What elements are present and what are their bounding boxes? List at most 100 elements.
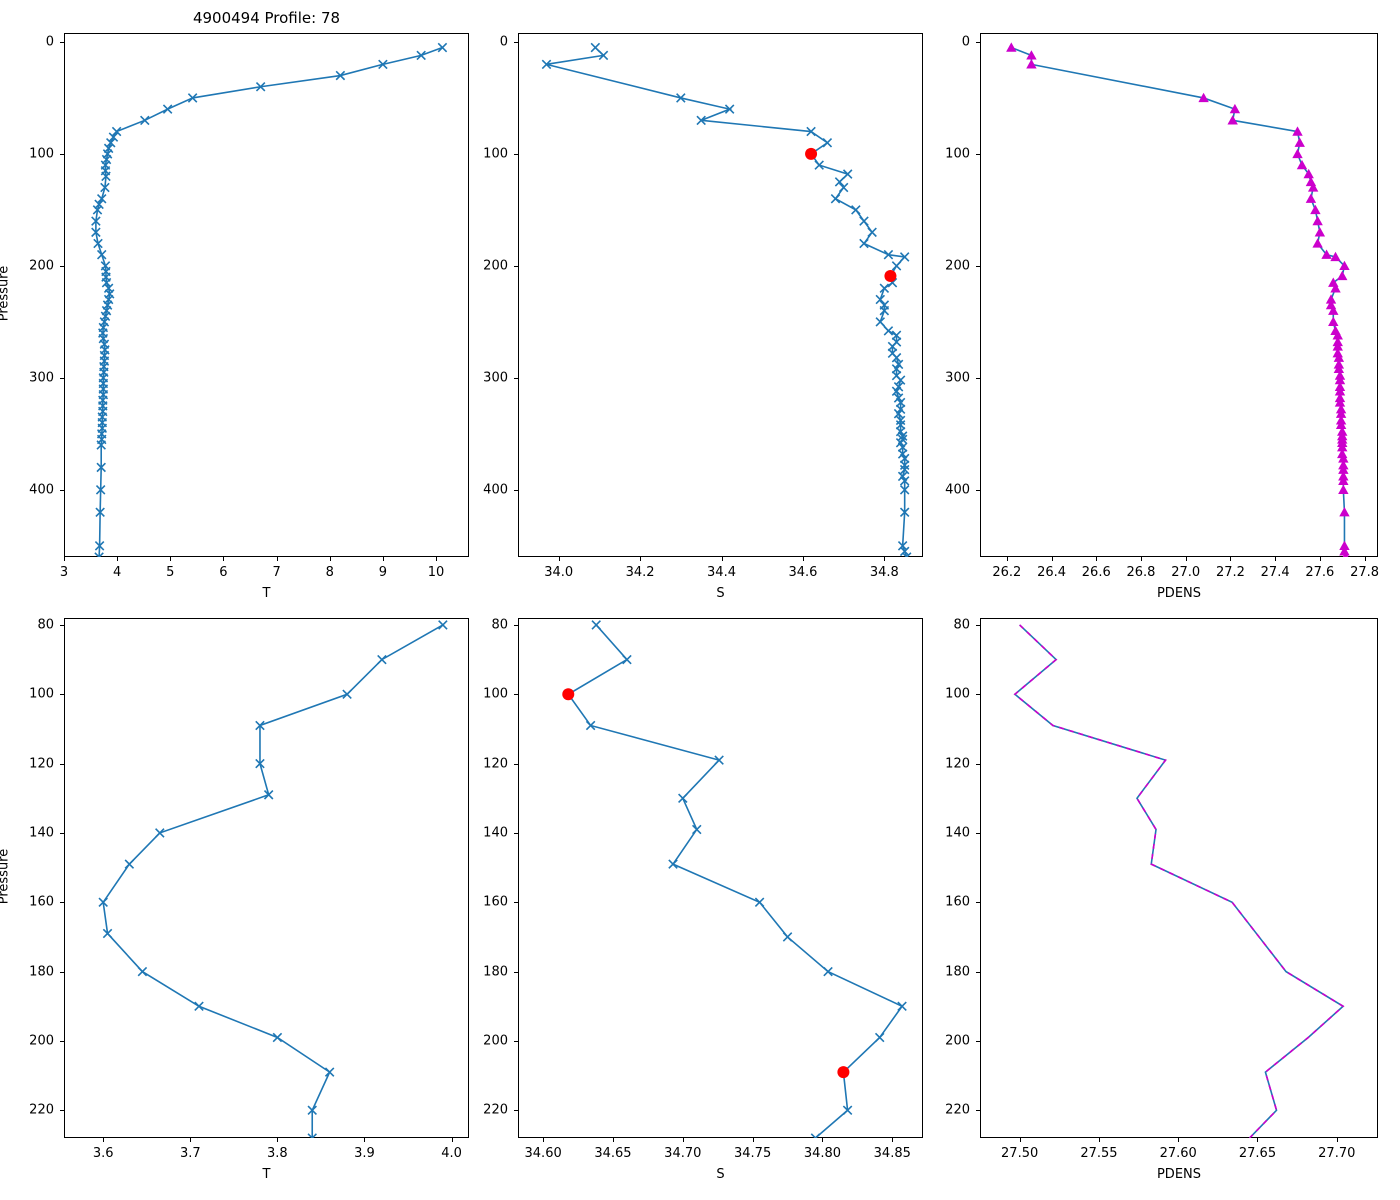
- ytick-label: 400: [29, 482, 54, 498]
- xtick-label: 34.6: [788, 565, 818, 580]
- data-marker-x: [307, 1105, 317, 1116]
- data-marker-x: [883, 249, 894, 260]
- data-marker-x: [834, 177, 845, 187]
- data-marker-triangle: [1338, 459, 1349, 470]
- xtick-label: 34.0: [544, 565, 574, 580]
- data-marker-x: [324, 1067, 335, 1077]
- ytick-label: 300: [29, 370, 54, 386]
- xtick-mark: [223, 557, 225, 561]
- data-marker-x: [98, 395, 108, 406]
- xtick-mark: [822, 1138, 824, 1142]
- ytick-label: 180: [945, 964, 970, 980]
- ytick-mark: [976, 624, 980, 626]
- xtick-mark: [640, 557, 642, 561]
- series-line-pdens: [1011, 46, 1347, 557]
- axes-frame-top-pdens: [980, 33, 1378, 557]
- data-marker-x: [272, 1032, 283, 1043]
- xtick-mark: [117, 557, 119, 561]
- ytick-mark: [60, 265, 64, 267]
- xtick-mark: [1319, 557, 1321, 561]
- ytick-mark: [60, 377, 64, 379]
- xtick-mark: [1364, 557, 1366, 561]
- data-marker-x: [885, 271, 896, 281]
- data-marker-triangle: [1335, 415, 1347, 425]
- xtick-mark: [64, 557, 65, 561]
- ytick-mark: [976, 489, 980, 491]
- xtick-label: 34.65: [594, 1146, 632, 1161]
- xtick-label: 26.2: [992, 565, 1022, 580]
- data-marker-x: [96, 440, 106, 450]
- ytick-label: 120: [29, 756, 54, 772]
- data-marker-x: [94, 552, 104, 557]
- xtick-label: 4: [113, 565, 122, 580]
- data-marker-triangle: [1332, 341, 1343, 351]
- data-marker-x: [830, 193, 841, 204]
- ytick-label: 100: [29, 686, 54, 702]
- xtick-label: 34.8: [869, 565, 899, 580]
- data-marker-x: [879, 300, 890, 310]
- xtick-mark: [884, 557, 886, 561]
- xtick-mark: [612, 1138, 614, 1142]
- ytick-label: 220: [945, 1102, 970, 1118]
- data-marker-x: [895, 415, 906, 426]
- data-marker-triangle: [1334, 392, 1346, 403]
- xtick-label: 3.9: [354, 1146, 375, 1161]
- data-marker-x: [438, 620, 448, 630]
- data-marker-x: [98, 322, 109, 333]
- ytick-mark: [60, 624, 64, 626]
- data-marker-triangle: [1026, 50, 1037, 60]
- data-marker-x: [99, 356, 110, 366]
- data-marker-x: [98, 333, 109, 344]
- data-marker-x: [99, 317, 110, 327]
- data-marker-triangle: [1339, 546, 1350, 556]
- data-marker-x: [897, 449, 908, 459]
- ytick-label: 200: [29, 258, 54, 274]
- data-marker-x: [893, 393, 904, 403]
- data-marker-x: [724, 104, 735, 114]
- data-marker-triangle: [1337, 448, 1348, 459]
- ytick-label: 0: [499, 34, 508, 50]
- xtick-label: 27.55: [1080, 1146, 1118, 1161]
- data-marker-x: [806, 149, 816, 159]
- data-marker-x: [867, 227, 877, 238]
- xtick-label: 27.8: [1350, 565, 1380, 580]
- ytick-mark: [514, 694, 518, 696]
- data-marker-x: [94, 541, 105, 551]
- xtick-label: 8: [325, 565, 334, 580]
- data-marker-triangle: [1334, 397, 1346, 407]
- data-marker-x: [95, 507, 105, 517]
- data-marker-x: [893, 382, 904, 392]
- data-marker-x: [895, 375, 906, 385]
- ytick-mark: [60, 1040, 64, 1042]
- data-marker-triangle: [1310, 204, 1321, 215]
- data-marker-x: [93, 238, 103, 249]
- xtick-mark: [170, 557, 172, 561]
- ytick-mark: [60, 41, 64, 43]
- data-marker-triangle: [1006, 42, 1017, 52]
- ytick-mark: [514, 832, 518, 834]
- data-marker-x: [899, 453, 910, 464]
- data-marker-triangle: [1334, 386, 1346, 396]
- ytick-mark: [514, 265, 518, 267]
- data-marker-x: [678, 793, 688, 804]
- data-marker-x: [895, 426, 906, 437]
- series-line-s: [546, 46, 908, 557]
- data-marker-x: [838, 182, 849, 193]
- xtick-mark: [802, 557, 804, 561]
- xtick-mark: [1275, 557, 1277, 561]
- data-marker-triangle: [1337, 426, 1348, 436]
- ytick-label: 180: [29, 964, 54, 980]
- flagged-point-marker: [562, 688, 575, 701]
- axes-frame-bottom-pdens: [980, 618, 1378, 1138]
- data-marker-x: [901, 552, 912, 557]
- data-marker-x: [883, 326, 894, 336]
- ytick-label: 200: [29, 1033, 54, 1049]
- ytick-mark: [976, 832, 980, 834]
- data-marker-x: [842, 169, 853, 179]
- data-marker-x: [598, 50, 609, 61]
- data-marker-x: [668, 859, 678, 869]
- data-marker-triangle: [1330, 283, 1341, 293]
- data-marker-triangle: [1334, 374, 1346, 385]
